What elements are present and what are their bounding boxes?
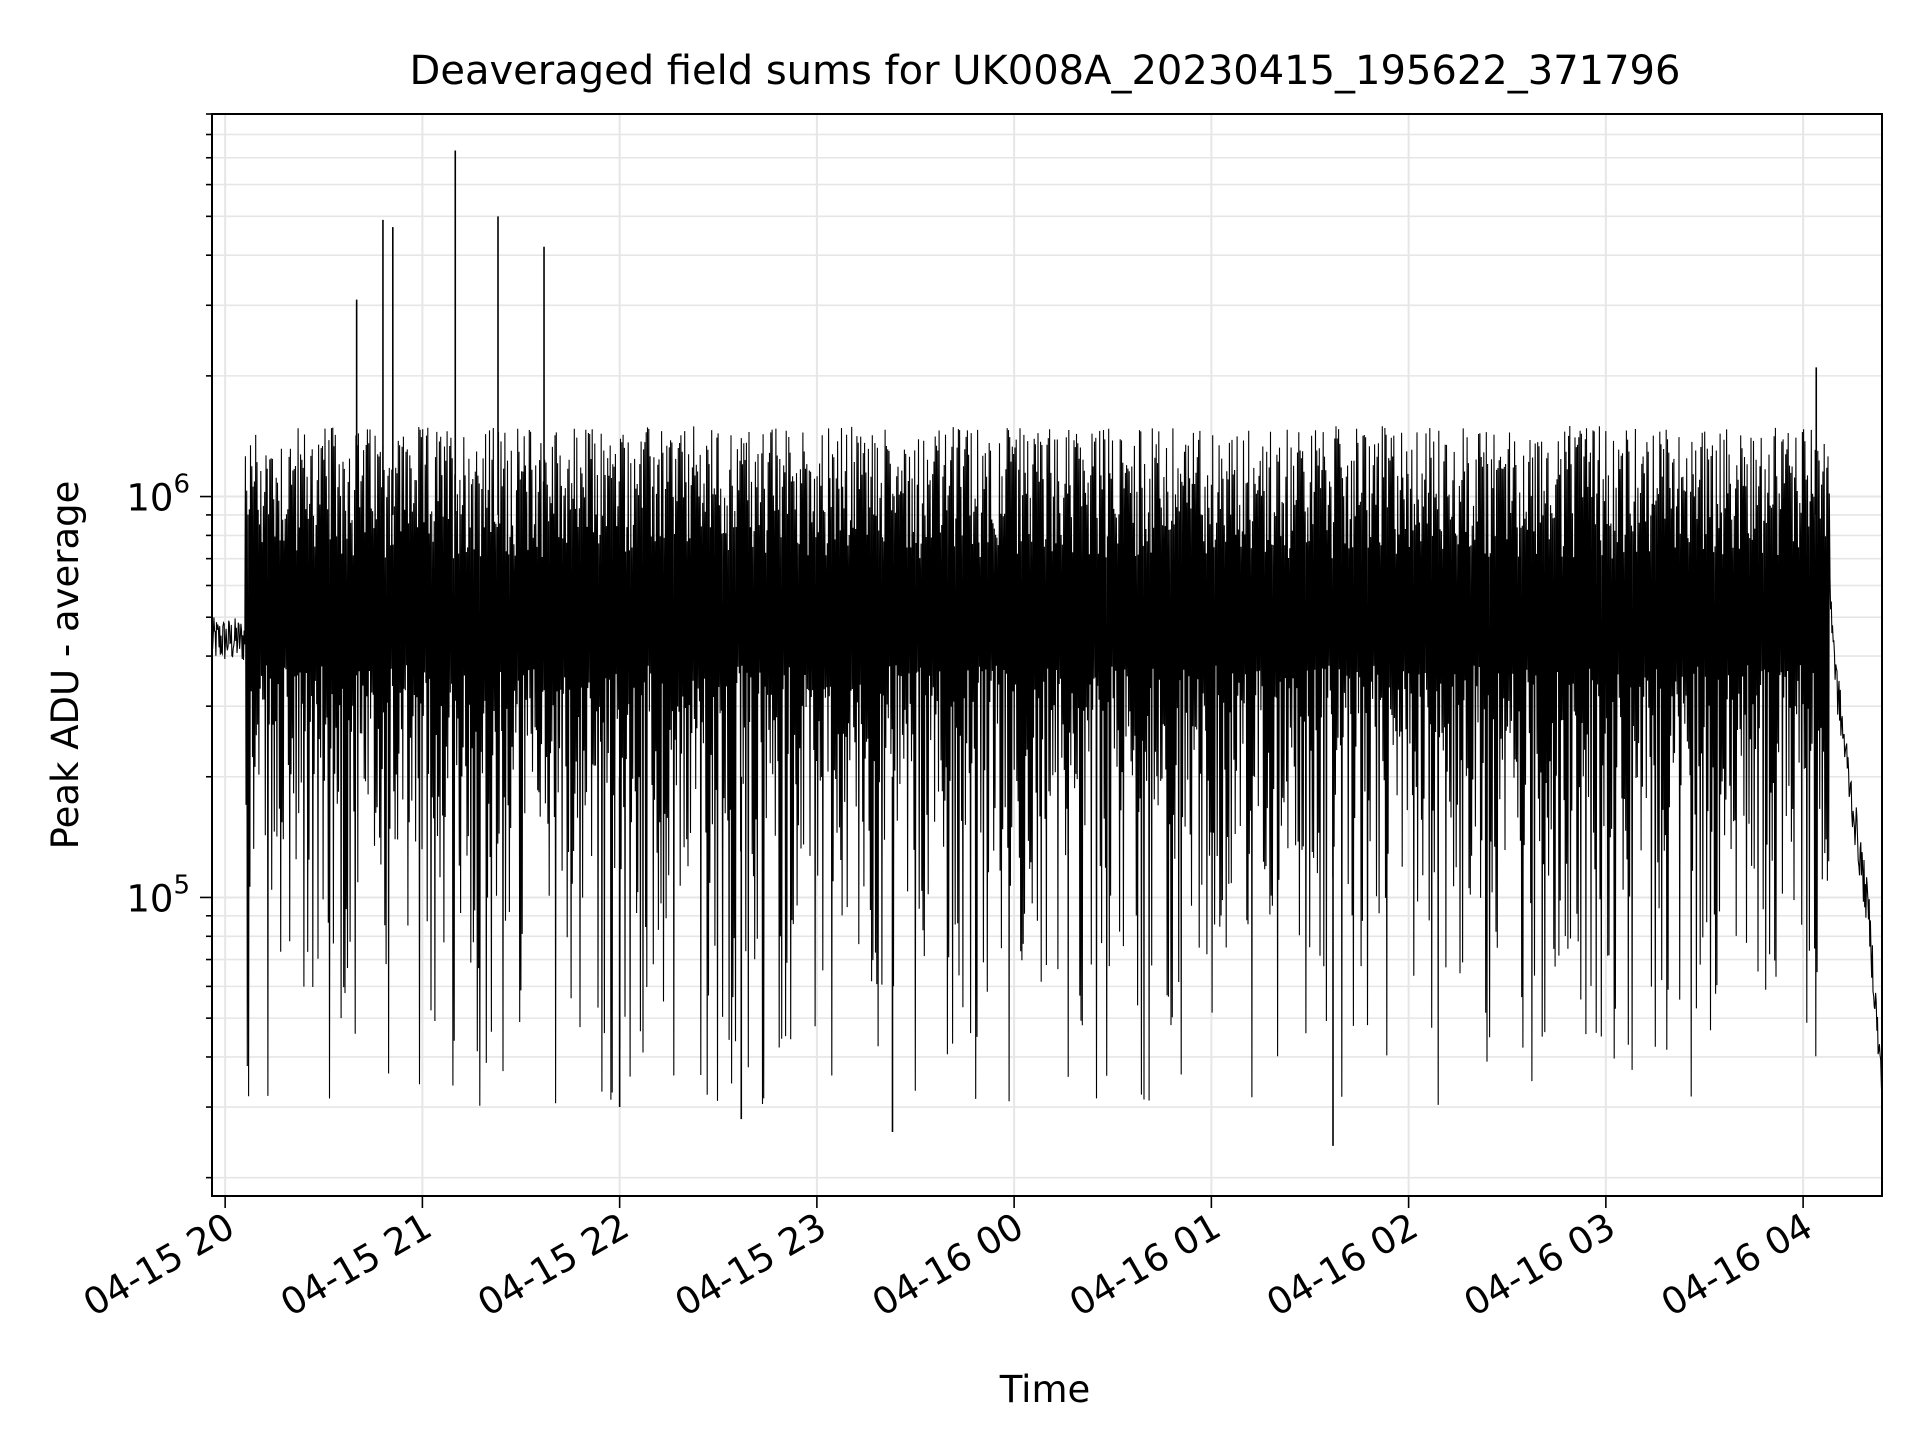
chart-title: Deaveraged field sums for UK008A_2023041… [410, 48, 1681, 94]
plot-frame [211, 113, 1883, 1197]
y-tick-base: 10 [126, 877, 173, 920]
series-line [211, 425, 1883, 1106]
y-tick-label: 106 [126, 470, 190, 520]
y-tick-exponent: 5 [173, 870, 190, 900]
y-axis-label: Peak ADU - average [44, 481, 87, 850]
y-tick-exponent: 6 [173, 470, 190, 500]
y-tick-label: 105 [126, 870, 190, 920]
y-tick-base: 10 [126, 477, 173, 520]
x-axis-label: Time [999, 1368, 1091, 1411]
